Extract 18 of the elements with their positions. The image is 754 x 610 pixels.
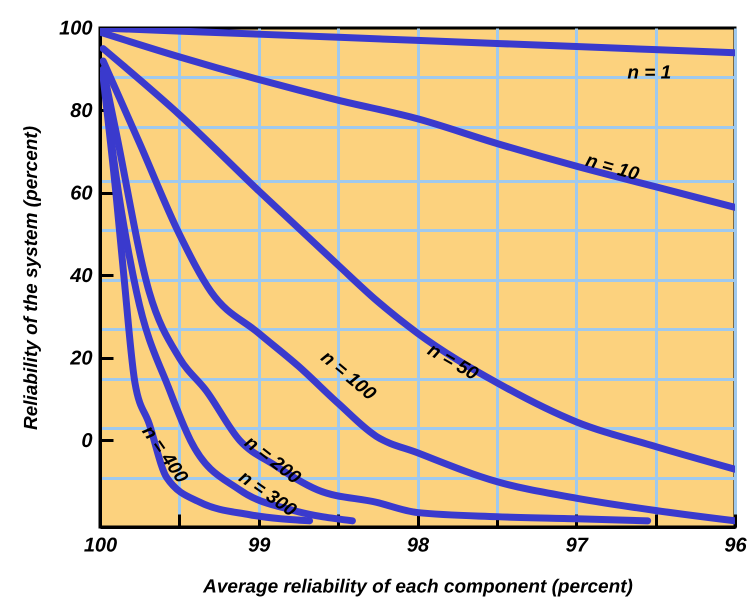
y-tick-label: 40 xyxy=(69,264,92,287)
x-axis-title: Average reliability of each component (percent) xyxy=(202,576,633,598)
text: n = 50 xyxy=(424,339,482,386)
text: n = 100 xyxy=(316,346,380,405)
y-tick-label: 80 xyxy=(70,100,92,122)
text: n = 10 xyxy=(583,150,642,186)
text: n = 400 xyxy=(137,422,192,488)
y-tick-label: 20 xyxy=(69,347,92,370)
x-tick-label: 100 xyxy=(84,534,118,556)
series-label: n = 1 xyxy=(627,62,672,84)
y-tick-label: 0 xyxy=(81,430,92,452)
y-tick-label: 100 xyxy=(59,18,92,40)
x-tick-label: 98 xyxy=(406,534,430,556)
x-tick-label: 96 xyxy=(724,534,748,556)
x-tick-label: 97 xyxy=(566,534,589,556)
x-tick-label: 99 xyxy=(248,534,272,556)
y-axis-title: Reliability of the system (percent) xyxy=(21,126,42,430)
y-tick-label: 60 xyxy=(70,182,92,204)
